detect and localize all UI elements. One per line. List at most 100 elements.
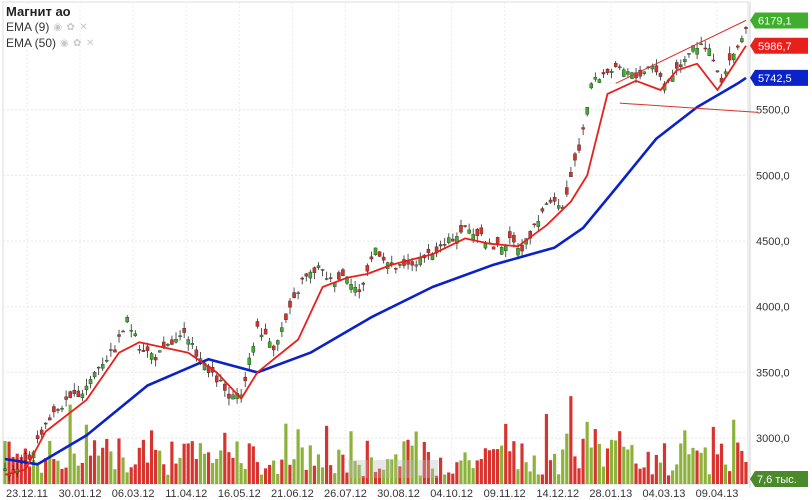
instrument-title: Магнит ао (6, 4, 71, 19)
volume-bar (589, 447, 593, 484)
playback-button[interactable] (372, 460, 392, 478)
volume-bar (333, 473, 337, 484)
volume-bar (609, 439, 614, 484)
candle-body (35, 435, 40, 439)
volume-bar (158, 450, 162, 484)
volume-bar (239, 463, 243, 484)
price-tag (750, 69, 808, 86)
candle-body (84, 385, 89, 391)
channel-upper-line (615, 19, 747, 84)
volume-bar (459, 460, 463, 484)
volume-bar (711, 426, 715, 484)
volume-bar (308, 445, 312, 484)
volume-bar (544, 413, 549, 484)
candle-body (174, 339, 178, 343)
candle-body (467, 229, 471, 234)
volume-bar (504, 423, 508, 484)
volume-bar (109, 451, 113, 484)
volume-bar (679, 443, 683, 484)
candle-body (190, 343, 195, 345)
candle-body (613, 62, 618, 68)
volume-bar (630, 445, 634, 484)
volume-bar (72, 453, 76, 484)
volume-bar (455, 462, 459, 484)
volume-bar (377, 468, 382, 484)
candle-body (223, 383, 227, 391)
volume-bar (198, 443, 202, 484)
candle-body (133, 333, 138, 336)
volume-tag (750, 471, 808, 487)
candle-body (703, 47, 708, 50)
volume-bar (601, 466, 606, 484)
volume-bar (247, 443, 251, 484)
candle-body (337, 272, 341, 280)
volume-bar (565, 433, 569, 484)
candle-body (463, 225, 467, 227)
volume-bar (732, 419, 736, 484)
candle-body (569, 172, 573, 177)
x-tick-label: 23.12.11 (6, 488, 48, 500)
volume-bar (557, 474, 561, 484)
candle-body (48, 417, 52, 421)
playback-controls[interactable] (348, 460, 438, 478)
eye-icon[interactable]: ◉ (53, 21, 63, 33)
candle-body (369, 256, 374, 260)
volume-bar (35, 462, 40, 484)
candle-body (304, 273, 309, 277)
candle-body (479, 227, 484, 235)
candle-body (276, 340, 280, 345)
candle-body (589, 83, 594, 89)
playback-button[interactable] (395, 460, 415, 478)
volume-bar (622, 446, 626, 484)
volume-bar (255, 462, 259, 484)
volume-bar (483, 448, 487, 484)
candle-body (60, 407, 64, 410)
candle-body (255, 321, 260, 327)
ema9-label: EMA (9) (6, 20, 50, 34)
candle-body (92, 372, 97, 378)
candle-body (219, 379, 223, 382)
volume-bar (325, 425, 329, 484)
volume-bar (369, 457, 373, 484)
candle-body (442, 244, 447, 246)
y-tick-label: 3500,0 (756, 367, 790, 379)
volume-bar (23, 448, 27, 484)
eye-icon[interactable]: ◉ (60, 37, 69, 49)
candle-body (675, 62, 679, 69)
candle-body (296, 292, 300, 294)
candle-body (166, 344, 170, 346)
volume-bar (634, 463, 638, 484)
volume-bar (337, 449, 341, 484)
close-icon[interactable]: ✕ (86, 37, 95, 49)
gear-icon[interactable]: ✿ (73, 37, 82, 49)
volume-bar (320, 467, 325, 484)
candle-body (715, 70, 720, 73)
playback-button[interactable] (418, 460, 438, 478)
volume-bar (422, 441, 426, 484)
volume-bar (44, 458, 48, 484)
volume-bar (316, 454, 321, 484)
volume-bar (475, 460, 479, 484)
volume-bar (654, 454, 658, 484)
candle-body (357, 289, 361, 293)
playback-button[interactable] (348, 460, 368, 478)
candle-body (504, 245, 508, 251)
ema50-label: EMA (50) (6, 36, 57, 50)
volume-bar (516, 469, 520, 484)
volume-bar (683, 430, 687, 484)
volume-bar (353, 461, 357, 484)
volume-bar (618, 431, 622, 484)
volume-bar (569, 396, 573, 484)
volume-bar (162, 464, 166, 484)
close-icon[interactable]: ✕ (79, 21, 88, 33)
candle-body (284, 313, 288, 320)
candle-body (540, 208, 545, 212)
candle-body (736, 45, 740, 48)
volume-bar (744, 461, 748, 484)
volume-bar (84, 424, 88, 484)
gear-icon[interactable]: ✿ (66, 21, 75, 33)
x-tick-label: 28.01.13 (589, 488, 632, 500)
volume-bar (268, 464, 272, 484)
candle-body (727, 53, 732, 61)
